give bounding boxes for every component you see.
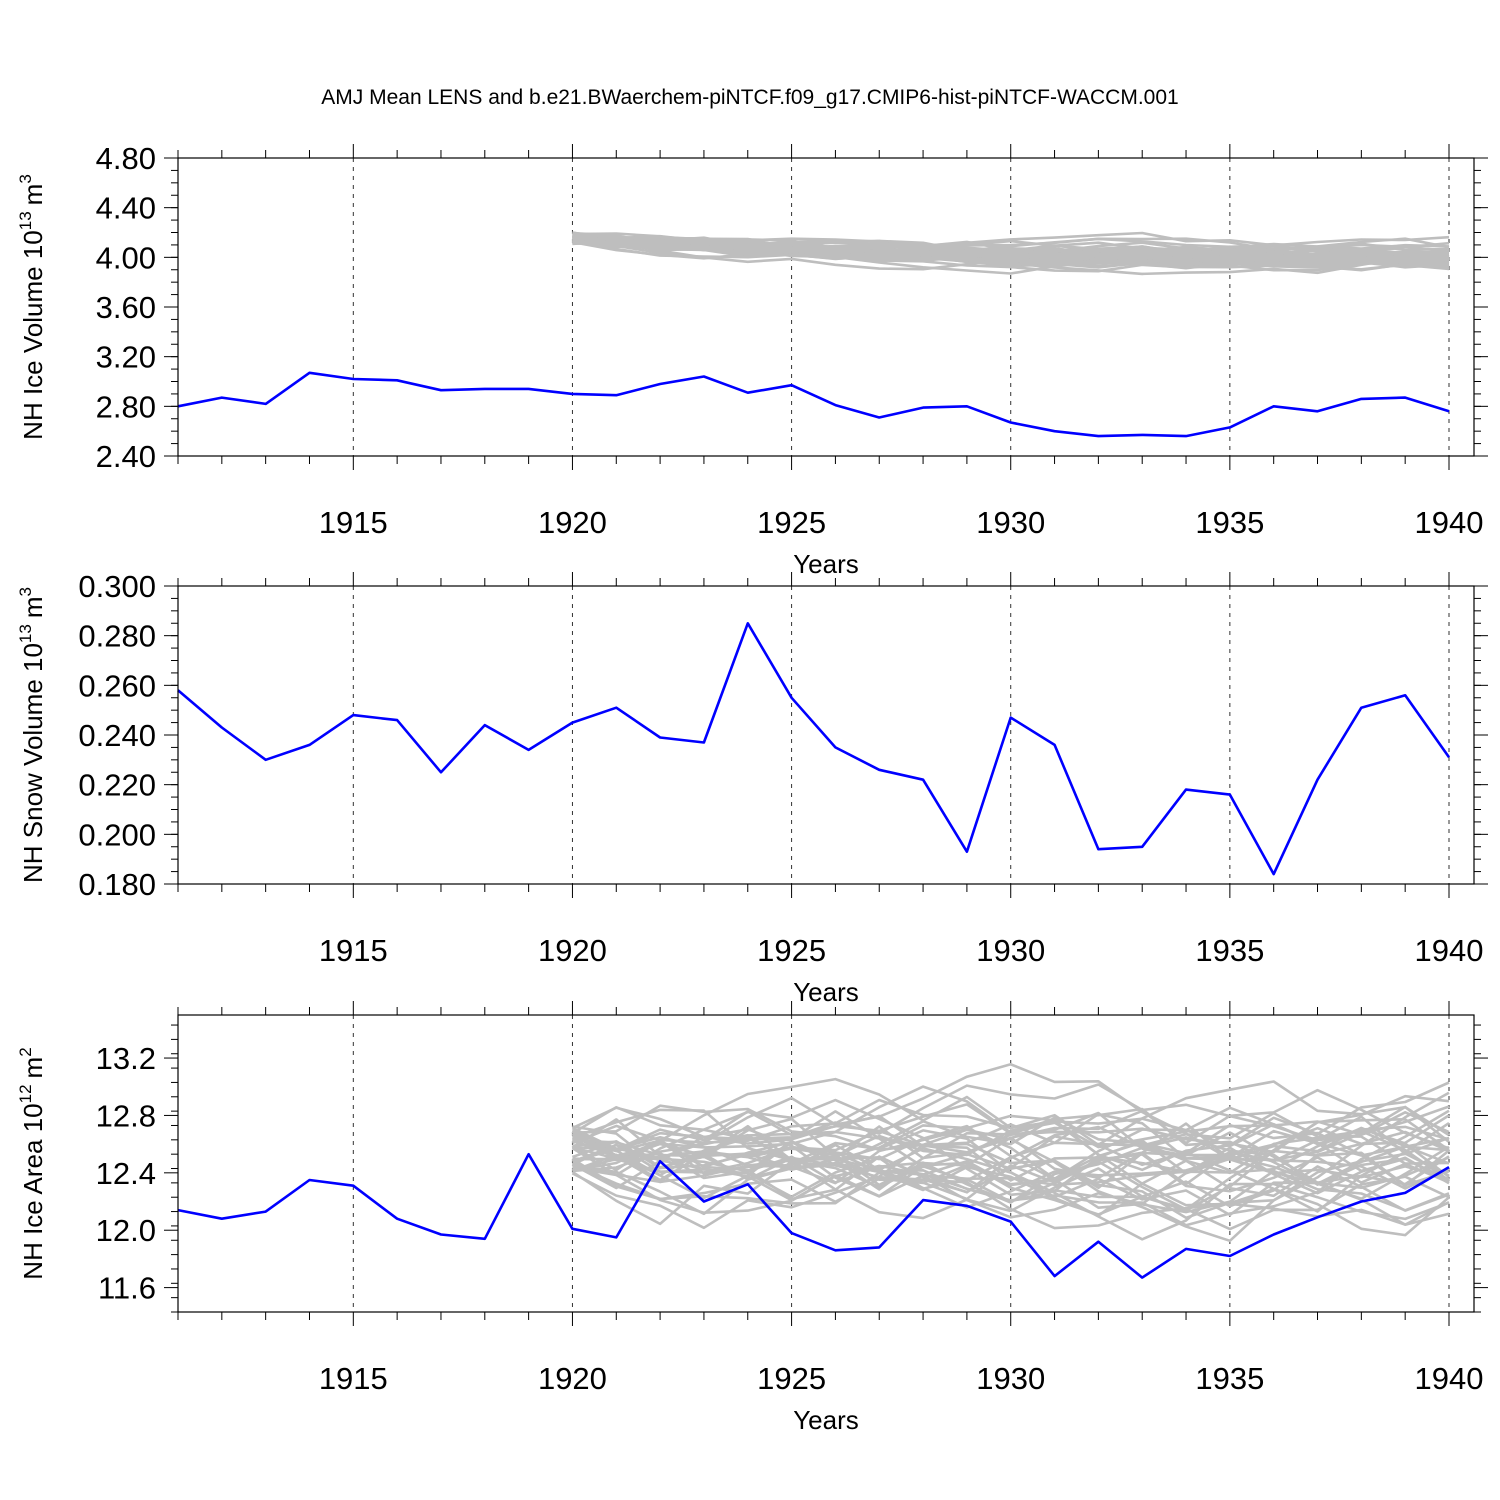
y-tick-label: 0.200: [78, 817, 156, 852]
ensemble-member-line: [571, 1077, 1450, 1161]
x-tick-label: 1935: [1195, 933, 1264, 968]
x-tick-label: 1935: [1195, 505, 1264, 540]
y-tick-label: 4.00: [96, 240, 156, 275]
y-axis-label-unit: m: [18, 1057, 48, 1079]
x-tick-label: 1920: [538, 505, 607, 540]
y-tick-label: 3.20: [96, 340, 156, 375]
ensemble-member-line: [572, 239, 1450, 262]
y-axis-label-unit-exponent: 3: [16, 174, 35, 183]
y-tick-label: 0.260: [78, 668, 156, 703]
y-tick-label: 12.0: [96, 1213, 156, 1248]
figure-title: AMJ Mean LENS and b.e21.BWaerchem-piNTCF…: [321, 86, 1179, 109]
ensemble-member-line: [571, 1114, 1450, 1187]
y-tick-label: 2.80: [96, 389, 156, 424]
x-tick-label: 1925: [757, 1361, 826, 1396]
ensemble-member-line: [571, 1108, 1450, 1220]
y-axis-label-text: NH Ice Area 10: [18, 1103, 48, 1279]
y-tick-label: 4.80: [96, 141, 156, 176]
y-tick-label: 0.180: [78, 867, 156, 902]
y-tick-label: 2.40: [96, 439, 156, 474]
y-tick-label: 12.8: [96, 1098, 156, 1133]
x-axis-label: Years: [793, 1405, 859, 1435]
ice-volume-panel: 2.40 2.80 3.20 3.60 4.00 4.40 4.80 1915 1920 1925…: [16, 141, 1488, 579]
y-tick-label: 0.240: [78, 718, 156, 753]
x-axis-label: Years: [793, 977, 859, 1007]
x-tick-label: 1920: [538, 1361, 607, 1396]
plot-frame: [177, 157, 1475, 457]
y-tick-label: 0.280: [78, 619, 156, 654]
y-tick-label: 12.4: [96, 1156, 156, 1191]
plot-frame: [177, 585, 1475, 885]
y-axis-label-exponent: 13: [16, 624, 35, 643]
x-tick-label: 1925: [757, 933, 826, 968]
y-axis-label-exponent: 13: [16, 211, 35, 230]
y-axis-label: NH Ice Area 1012 m2: [16, 1047, 48, 1279]
x-tick-label: 1915: [319, 505, 388, 540]
ensemble-member-line: [572, 1111, 1450, 1214]
ensemble-member-line: [572, 1105, 1450, 1172]
ensemble-member-line: [572, 1063, 1450, 1165]
observed-series-line: [177, 621, 1451, 876]
ensemble-member-line: [571, 1083, 1450, 1142]
x-tick-label: 1915: [319, 1361, 388, 1396]
x-tick-label: 1940: [1415, 505, 1484, 540]
ensemble-member-line: [572, 238, 1450, 262]
y-tick-label: 11.6: [98, 1271, 156, 1306]
x-tick-label: 1920: [538, 933, 607, 968]
ensemble-member-line: [572, 1110, 1450, 1190]
y-axis-label: NH Snow Volume 1013 m3: [16, 587, 48, 883]
x-tick-label: 1930: [976, 505, 1045, 540]
y-axis-label-unit: m: [18, 184, 48, 206]
y-axis-label-unit-exponent: 3: [16, 587, 35, 596]
y-axis-label-unit-exponent: 2: [16, 1047, 35, 1056]
y-tick-label: 13.2: [96, 1041, 156, 1076]
y-tick-label: 3.60: [96, 290, 156, 325]
y-axis-label-unit: m: [18, 596, 48, 618]
ice-area-panel: 11.6 12.0 12.4 12.8 13.2 1915 1920 1925 1930 1935…: [16, 1001, 1488, 1435]
ensemble-member-line: [571, 1106, 1450, 1200]
ensemble-member-line: [572, 237, 1450, 261]
y-tick-label: 0.300: [78, 569, 156, 604]
snow-volume-panel: 0.180 0.200 0.220 0.240 0.260 0.280 0.300 1915 1…: [16, 569, 1488, 1007]
x-tick-label: 1935: [1195, 1361, 1264, 1396]
ensemble-member-line: [571, 1118, 1450, 1226]
observed-series-line: [177, 371, 1450, 438]
observed-series-line: [177, 1152, 1450, 1279]
x-tick-label: 1915: [319, 933, 388, 968]
y-tick-label: 0.220: [78, 768, 156, 803]
y-axis-label-text: NH Snow Volume 10: [18, 643, 48, 883]
ensemble-member-line: [572, 241, 1450, 272]
x-tick-label: 1940: [1415, 933, 1484, 968]
ensemble-member-line: [572, 1153, 1450, 1203]
x-tick-label: 1925: [757, 505, 826, 540]
y-axis-label-text: NH Ice Volume 10: [18, 230, 48, 440]
x-tick-label: 1930: [976, 933, 1045, 968]
x-tick-label: 1940: [1415, 1361, 1484, 1396]
ensemble-member-line: [572, 1091, 1450, 1243]
x-tick-label: 1930: [976, 1361, 1045, 1396]
y-tick-label: 4.40: [96, 191, 156, 226]
ensemble-member-line: [571, 1122, 1450, 1204]
ensemble-member-line: [571, 1129, 1450, 1209]
ensemble-member-line: [572, 1129, 1450, 1226]
y-axis-label: NH Ice Volume 1013 m3: [16, 174, 48, 440]
x-axis-label: Years: [793, 549, 859, 579]
plot-frame: [177, 1014, 1475, 1313]
y-axis-label-exponent: 12: [16, 1084, 35, 1103]
